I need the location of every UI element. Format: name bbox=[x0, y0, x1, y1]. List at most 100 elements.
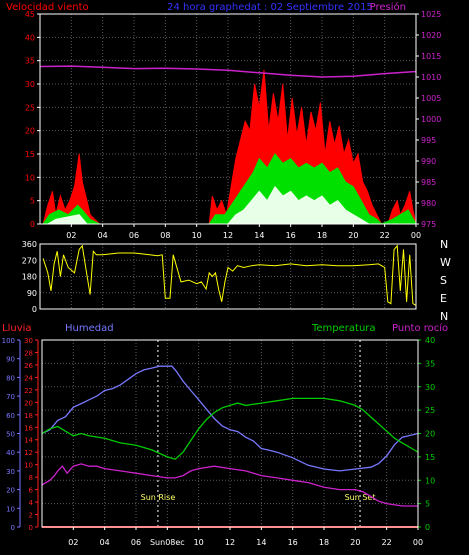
temperature-y-tick-label: 10 bbox=[425, 476, 435, 485]
humidity-y-tick-label: 50 bbox=[6, 431, 15, 439]
temperature-y-tick-label: 20 bbox=[425, 430, 435, 439]
pressure-y-tick-label: 990 bbox=[421, 157, 436, 166]
pressure-line bbox=[39, 65, 417, 78]
dewpoint-line bbox=[41, 463, 418, 507]
rain-y-tick-label: 12 bbox=[24, 449, 33, 457]
wind-hour-tick-label: 14 bbox=[254, 231, 264, 240]
wind-hour-tick-label: 06 bbox=[129, 231, 139, 240]
wind-hour-tick-label: 18 bbox=[317, 231, 327, 240]
compass-e: E bbox=[440, 292, 447, 305]
wind-hour-tick-label: 12 bbox=[223, 231, 233, 240]
rain-y-tick-label: 24 bbox=[24, 374, 33, 382]
pressure-y-tick-label: 1025 bbox=[421, 10, 441, 19]
humidity-y-tick-label: 60 bbox=[6, 412, 15, 420]
direction-y-tick-label: 180 bbox=[22, 273, 37, 282]
wind-y-tick-label: 20 bbox=[25, 127, 35, 136]
temperature-humidity-chart: 0510152025303540010203040506070809010002… bbox=[2, 336, 436, 547]
rain-y-tick-label: 6 bbox=[29, 487, 34, 495]
temperature-line bbox=[41, 397, 419, 460]
pressure-y-tick-label: 1000 bbox=[421, 115, 441, 124]
compass-n-bottom: N bbox=[440, 310, 448, 323]
wind-y-tick-label: 40 bbox=[25, 33, 35, 42]
rain-y-tick-label: 4 bbox=[29, 499, 34, 507]
rain-y-tick-label: 2 bbox=[29, 512, 33, 520]
wind-direction-line bbox=[42, 244, 417, 306]
pressure-axis-label: Presión bbox=[370, 1, 406, 13]
wind-direction-chart: 0 90 180 270 360 bbox=[22, 240, 417, 314]
rain-y-tick-label: 20 bbox=[24, 399, 33, 407]
wind-hour-tick-label: 08 bbox=[160, 231, 170, 240]
direction-chart-frame bbox=[39, 243, 417, 310]
pressure-y-tick-label: 1015 bbox=[421, 52, 441, 61]
rain-y-tick-label: 28 bbox=[24, 349, 33, 357]
weather-hour-tick-label: 04 bbox=[100, 538, 110, 547]
humidity-axis-label: Humedad bbox=[65, 323, 114, 334]
wind-pressure-chart: 0510152025303540459759809859909951000100… bbox=[25, 10, 442, 240]
weather-hour-tick-label: 10 bbox=[194, 538, 204, 547]
pressure-y-tick-label: 1020 bbox=[421, 31, 441, 40]
wind-y-tick-label: 10 bbox=[25, 173, 35, 182]
rain-y-tick-label: 26 bbox=[24, 362, 33, 370]
wind-hour-tick-label: 22 bbox=[380, 231, 390, 240]
direction-y-tick-label: 360 bbox=[22, 240, 37, 249]
pressure-y-tick-label: 1010 bbox=[421, 73, 441, 82]
humidity-y-tick-label: 90 bbox=[6, 356, 15, 364]
rain-y-tick-label: 18 bbox=[24, 412, 33, 420]
pressure-y-tick-label: 980 bbox=[421, 199, 436, 208]
rain-y-tick-label: 14 bbox=[24, 437, 33, 445]
wind-hour-tick-label: 10 bbox=[192, 231, 202, 240]
temperature-y-tick-label: 30 bbox=[425, 383, 435, 392]
rain-y-tick-label: 22 bbox=[24, 387, 33, 395]
temperature-y-tick-label: 5 bbox=[425, 500, 430, 509]
weather-hour-tick-label: 16 bbox=[288, 538, 298, 547]
weather-hour-tick-label: 18 bbox=[319, 538, 329, 547]
compass-n-top: N bbox=[440, 238, 448, 251]
direction-y-tick-label: 90 bbox=[27, 289, 37, 298]
wind-hour-tick-label: 02 bbox=[66, 231, 76, 240]
temperature-axis-label: Temperatura bbox=[311, 323, 376, 334]
dewpoint-axis-label: Punto rocío bbox=[392, 322, 448, 334]
temperature-y-tick-label: 35 bbox=[425, 359, 435, 368]
wind-y-tick-label: 45 bbox=[25, 10, 35, 19]
rain-y-tick-label: 30 bbox=[24, 337, 33, 345]
rain-y-tick-label: 8 bbox=[29, 474, 33, 482]
wind-y-tick-label: 5 bbox=[30, 197, 35, 206]
pressure-y-tick-label: 985 bbox=[421, 178, 436, 187]
pressure-y-tick-label: 995 bbox=[421, 136, 436, 145]
wind-y-tick-label: 30 bbox=[25, 80, 35, 89]
rain-y-tick-label: 10 bbox=[24, 462, 33, 470]
temperature-y-tick-label: 40 bbox=[425, 336, 435, 345]
wind-speed-axis-label: Velocidad viento bbox=[6, 2, 89, 13]
wind-hour-tick-label: 00 bbox=[411, 231, 421, 240]
weather-hour-tick-label: Sun08ec bbox=[150, 538, 185, 547]
weather-hour-tick-label: 14 bbox=[256, 538, 266, 547]
pressure-y-tick-label: 975 bbox=[421, 220, 436, 229]
pressure-y-tick-label: 1005 bbox=[421, 94, 441, 103]
humidity-y-tick-label: 30 bbox=[6, 468, 15, 476]
humidity-y-tick-label: 20 bbox=[6, 487, 15, 495]
compass-s: S bbox=[440, 274, 447, 287]
humidity-y-tick-label: 10 bbox=[6, 505, 15, 513]
compass-w: W bbox=[440, 256, 451, 269]
weather-hour-tick-label: 06 bbox=[131, 538, 141, 547]
sunrise-label: Sun Rise bbox=[141, 493, 176, 502]
weather-hour-tick-label: 20 bbox=[350, 538, 360, 547]
wind-y-tick-label: 35 bbox=[25, 57, 35, 66]
humidity-y-tick-label: 0 bbox=[11, 524, 15, 532]
wind-hour-tick-label: 16 bbox=[286, 231, 296, 240]
humidity-y-tick-label: 100 bbox=[2, 337, 15, 345]
direction-compass-labels: N W S E N bbox=[440, 238, 451, 323]
graph-date-title: 24 hora graphedat : 02 Septiembre 2015 bbox=[167, 2, 373, 13]
wind-y-tick-label: 15 bbox=[25, 150, 35, 159]
humidity-line bbox=[41, 365, 419, 472]
humidity-y-tick-label: 40 bbox=[6, 449, 15, 457]
weather-hour-tick-label: 00 bbox=[413, 538, 423, 547]
weather-hour-tick-label: 02 bbox=[68, 538, 78, 547]
humidity-y-tick-label: 80 bbox=[6, 374, 15, 382]
weather-hour-tick-label: 12 bbox=[225, 538, 235, 547]
direction-y-tick-label: 270 bbox=[22, 256, 37, 265]
direction-y-tick-label: 0 bbox=[32, 305, 37, 314]
temperature-y-tick-label: 0 bbox=[425, 523, 430, 532]
